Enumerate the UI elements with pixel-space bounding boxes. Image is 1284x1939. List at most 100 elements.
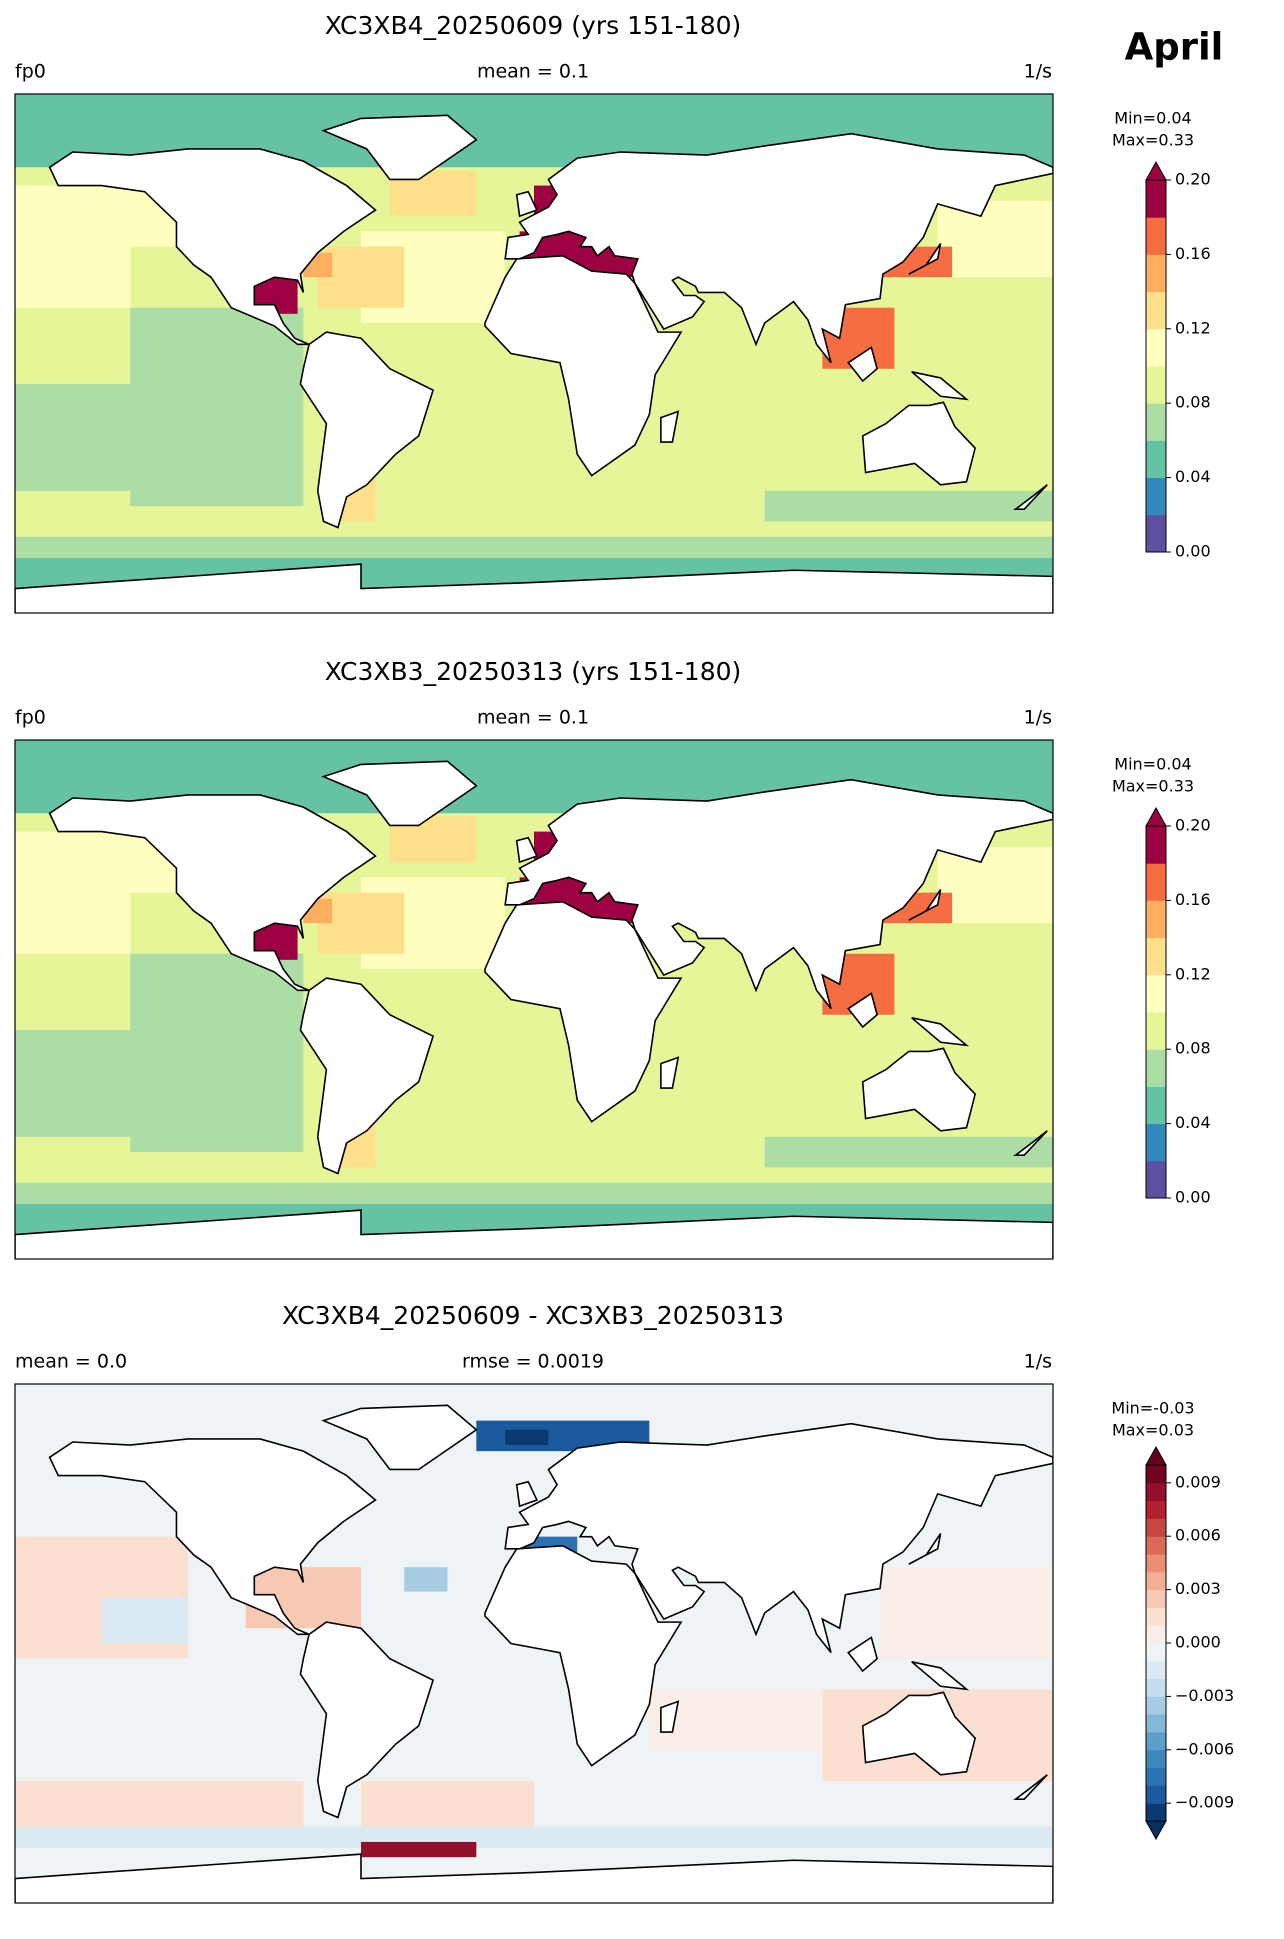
colorbar-bin <box>1146 1482 1166 1502</box>
colorbar-tick-label: 0.16 <box>1175 244 1211 263</box>
panel-center-label: rmse = 0.0019 <box>462 1351 604 1373</box>
colorbar-bin <box>1146 1500 1166 1519</box>
field-patch <box>15 1030 131 1137</box>
panel-right-label: 1/s <box>1024 61 1052 83</box>
land <box>484 1544 683 1767</box>
land <box>847 1636 879 1673</box>
field-patch <box>130 307 304 507</box>
land <box>48 794 377 992</box>
field-patch <box>15 536 1053 559</box>
land <box>908 243 942 275</box>
field-patch <box>505 1429 549 1446</box>
land <box>48 1438 377 1636</box>
colorbar-tick-label: 0.00 <box>1175 1188 1211 1207</box>
colorbar-bin <box>1146 937 1166 976</box>
colorbar-extend-min <box>1145 1820 1167 1841</box>
panel-left-label: fp0 <box>15 707 46 729</box>
panel-right-label: 1/s <box>1024 707 1052 729</box>
colorbar-bin <box>1146 1625 1166 1644</box>
land <box>515 836 538 864</box>
map <box>15 94 1053 613</box>
colorbar-bin <box>1146 1518 1166 1537</box>
colorbar-bin <box>1146 1589 1166 1608</box>
colorbar-tick-label: 0.04 <box>1175 467 1211 486</box>
map-frame <box>14 93 1054 614</box>
colorbar-bin <box>1146 440 1166 479</box>
colorbar-extend-max <box>1145 806 1167 827</box>
land <box>504 778 1053 1010</box>
field-patch <box>937 200 1053 278</box>
colorbar-bin <box>1146 1732 1166 1751</box>
land <box>504 132 1053 364</box>
colorbar-bin <box>1146 1465 1166 1484</box>
field-patch <box>764 1136 1053 1168</box>
colorbar-tick-label: 0.12 <box>1175 318 1211 337</box>
land <box>515 1480 538 1508</box>
field-patch <box>649 1689 823 1751</box>
colorbar-tick-label: 0.006 <box>1175 1526 1221 1545</box>
colorbar-tick-label: 0.04 <box>1175 1113 1211 1132</box>
colorbar-bin <box>1146 1607 1166 1626</box>
land <box>660 1056 680 1089</box>
field-patch <box>15 1780 304 1827</box>
colorbar-bin <box>1146 900 1166 939</box>
panel-center-label: mean = 0.1 <box>477 707 589 729</box>
land <box>1013 1130 1048 1156</box>
land <box>1013 484 1048 511</box>
land <box>911 371 970 401</box>
colorbar-bin <box>1146 1086 1166 1125</box>
colorbar-bin <box>1146 974 1166 1013</box>
land <box>15 563 1053 613</box>
stat-label: Min=0.04 <box>1114 755 1191 774</box>
land <box>1013 1774 1048 1800</box>
stat-label: Max=0.33 <box>1112 777 1194 796</box>
panel-right-label: 1/s <box>1024 1351 1052 1373</box>
colorbar-tick-label: 0.003 <box>1175 1579 1221 1598</box>
colorbar-bin <box>1146 1160 1166 1199</box>
land <box>504 1422 1053 1654</box>
land <box>861 1691 977 1776</box>
land <box>847 346 879 383</box>
colorbar-tick-label: 0.08 <box>1175 393 1211 412</box>
colorbar-tick-label: 0.009 <box>1175 1472 1221 1491</box>
colorbar-bin <box>1146 1803 1166 1822</box>
land <box>847 992 879 1029</box>
colorbar-bin <box>1146 1554 1166 1573</box>
colorbar-frame <box>1145 825 1167 1199</box>
colorbar-bin <box>1146 1049 1166 1087</box>
land <box>911 1017 970 1047</box>
colorbar-bin <box>1146 1767 1166 1786</box>
colorbar-tick-label: 0.00 <box>1175 542 1211 561</box>
colorbar-tick-label: −0.006 <box>1175 1739 1234 1758</box>
field-patch <box>15 892 131 954</box>
colorbar-bin <box>1146 254 1166 293</box>
land <box>908 1533 942 1565</box>
stat-label: Max=0.03 <box>1112 1421 1194 1440</box>
land <box>15 1209 1053 1259</box>
field-patch <box>15 1182 1053 1205</box>
colorbar-bin <box>1146 1696 1166 1715</box>
colorbar-tick-label: −0.009 <box>1175 1793 1234 1812</box>
land <box>484 254 683 477</box>
colorbar-bin <box>1146 366 1166 404</box>
land <box>299 331 435 529</box>
field-patch <box>937 846 1053 924</box>
land <box>861 401 977 486</box>
colorbar-tick-label: 0.000 <box>1175 1633 1221 1652</box>
map <box>15 740 1053 1259</box>
stat-label: Max=0.33 <box>1112 131 1194 150</box>
land <box>321 760 478 827</box>
colorbar-bin <box>1146 1571 1166 1591</box>
colorbar-bin <box>1146 180 1166 218</box>
colorbar-bin <box>1146 1643 1166 1662</box>
colorbar-tick-label: 0.20 <box>1175 816 1211 835</box>
colorbar-bin <box>1146 217 1166 255</box>
land <box>861 1047 977 1132</box>
land <box>484 900 683 1123</box>
colorbar-bin <box>1146 291 1166 330</box>
field-patch <box>764 490 1053 522</box>
land <box>515 190 538 218</box>
month-label: April <box>1125 26 1224 69</box>
stat-label: Min=0.04 <box>1114 109 1191 128</box>
colorbar-frame <box>1145 179 1167 553</box>
